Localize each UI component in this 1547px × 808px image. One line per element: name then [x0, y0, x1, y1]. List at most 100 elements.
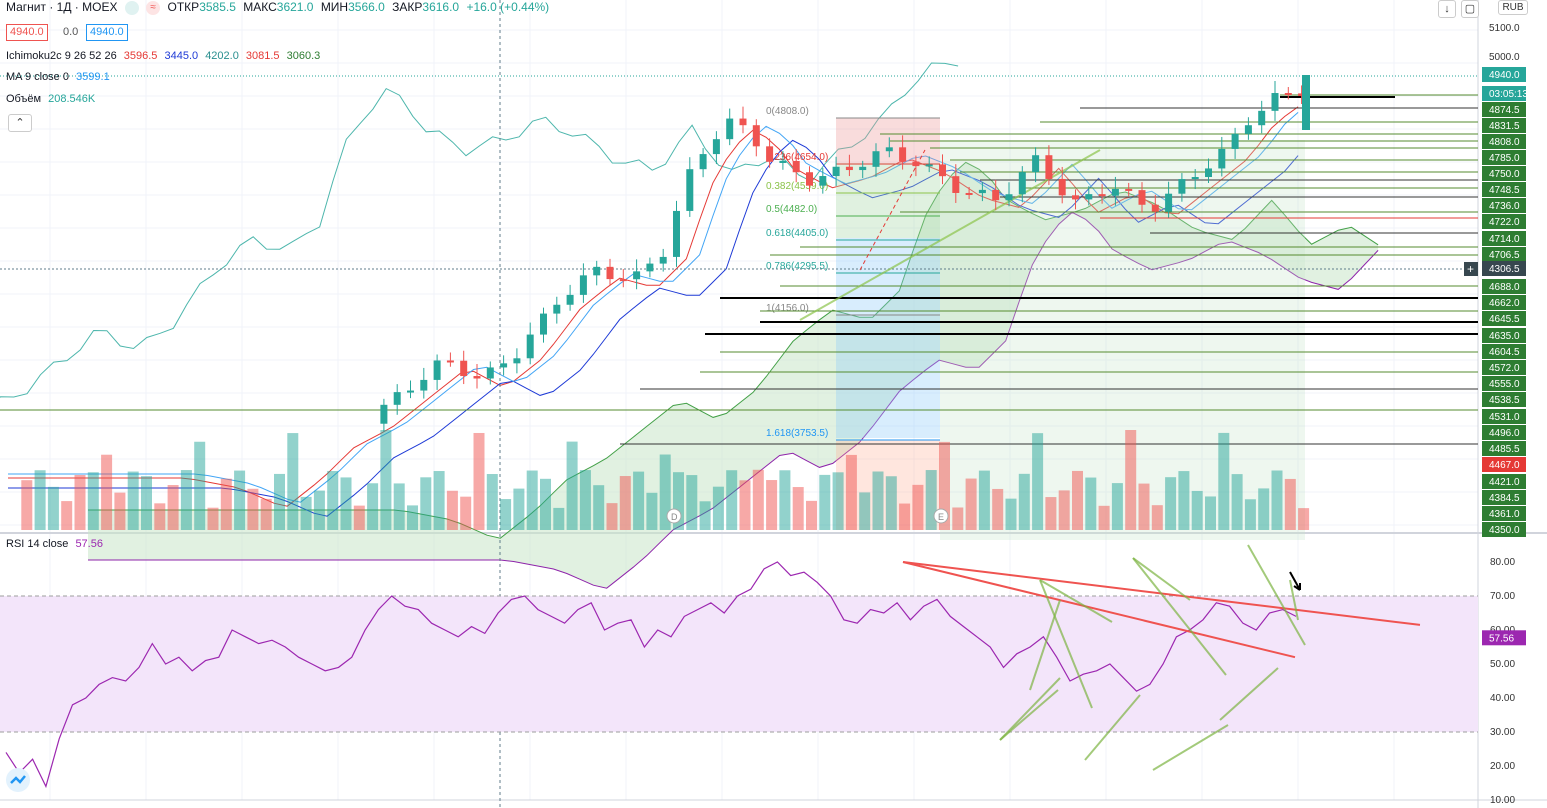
- candle-body: [540, 313, 547, 335]
- volume-bar: [47, 486, 59, 530]
- fib-level-label: 0.5(4482.0): [766, 204, 817, 215]
- rsi-value-tag: [1482, 630, 1526, 646]
- volume-bar: [526, 470, 538, 530]
- volume-bar: [234, 470, 246, 530]
- candle-body: [393, 392, 401, 405]
- candle-body: [1271, 93, 1279, 111]
- volume-bar: [380, 430, 392, 530]
- event-marker: [666, 508, 682, 524]
- candle-body: [513, 358, 521, 364]
- volume-bar: [353, 505, 365, 530]
- fib-level-label: 0.786(4295.5): [766, 261, 828, 272]
- candle-body: [420, 379, 428, 391]
- candle-body: [726, 118, 734, 140]
- rsi-axis-label: 70.00: [1490, 591, 1515, 602]
- price-axis-label: 4750.0: [1489, 169, 1520, 180]
- scroll-down-button[interactable]: ↓: [1438, 0, 1456, 18]
- price-axis-label: 4831.5: [1489, 121, 1520, 132]
- ohlc-close-value: 3616.0: [422, 0, 460, 14]
- price-axis-label: 4306.5: [1489, 264, 1520, 275]
- ichimoku-value-1: 3596.5: [123, 50, 158, 62]
- buy-price-box[interactable]: 4940.0: [86, 24, 128, 41]
- candle-body: [606, 266, 614, 280]
- price-axis-label: 4688.0: [1489, 282, 1520, 293]
- ichimoku-legend[interactable]: Ichimoku2c 9 26 52 26 3596.5 3445.0 4202…: [6, 50, 324, 62]
- volume-bar: [766, 480, 778, 530]
- collapse-legend-button[interactable]: ⌃: [8, 114, 32, 132]
- volume-bar: [87, 472, 99, 530]
- price-axis-tag: [1482, 328, 1526, 343]
- arrow-annotation: [1289, 571, 1301, 591]
- candle-body: [407, 390, 414, 393]
- volume-bar: [21, 480, 33, 530]
- volume-bar: [633, 471, 645, 530]
- currency-button[interactable]: RUB: [1498, 0, 1528, 15]
- candle-body: [433, 360, 441, 380]
- price-axis-tag: [1482, 231, 1526, 246]
- volume-bar: [407, 505, 418, 530]
- candle-body: [806, 172, 813, 186]
- volume-bar: [1072, 470, 1083, 530]
- volume-bar: [1138, 483, 1150, 530]
- price-axis-tag: [1482, 134, 1526, 149]
- candle-body: [899, 147, 907, 162]
- sell-price-box[interactable]: 4940.0: [6, 24, 48, 41]
- rsi-annotation-line: [1152, 724, 1229, 771]
- price-axis-tag: [1482, 214, 1526, 229]
- volume-legend[interactable]: Объём 208.546K: [6, 93, 99, 105]
- price-axis-label: 4874.5: [1489, 105, 1520, 116]
- volume-bar: [300, 496, 312, 530]
- volume-bar: [992, 488, 1004, 530]
- fib-level-label: 0.618(4405.0): [766, 228, 828, 239]
- volume-bar: [739, 480, 751, 530]
- volume-bar: [845, 454, 857, 530]
- volume-bar: [500, 499, 512, 530]
- ma-legend[interactable]: MA 9 close 0 3599.1: [6, 71, 114, 83]
- rsi-axis-label: 80.00: [1490, 557, 1515, 568]
- candles: [380, 75, 1310, 432]
- price-axis-label: 4496.0: [1489, 428, 1520, 439]
- candle-body: [1231, 133, 1239, 149]
- volume-bar: [101, 454, 113, 530]
- volume-bar: [646, 492, 658, 530]
- price-axis-label: 4361.0: [1489, 509, 1520, 520]
- volume-bar: [393, 483, 405, 530]
- price-axis-tag: [1482, 490, 1526, 505]
- rsi-legend[interactable]: RSI 14 close 57.56: [6, 538, 107, 550]
- volume-bar: [460, 496, 472, 530]
- ichimoku-label: Ichimoku2c 9 26 52 26: [6, 50, 117, 62]
- candle-body: [553, 304, 561, 314]
- spread-value: 0.0: [63, 26, 79, 38]
- wave-icon[interactable]: ≈: [146, 0, 161, 15]
- candle-body: [1085, 194, 1093, 200]
- rsi-trend-line: [902, 561, 1296, 659]
- price-axis-tag: [1482, 279, 1526, 294]
- price-axis-label: 4538.5: [1489, 395, 1520, 406]
- volume-label: Объём: [6, 93, 42, 105]
- volume-bar: [287, 433, 299, 530]
- price-axis-label: 4714.0: [1489, 234, 1520, 245]
- chart-legend-header: Магнит · 1Д · MOEX ≈ ОТКР3585.5 МАКС3621…: [6, 0, 553, 15]
- price-axis-tag: [1482, 150, 1526, 165]
- event-marker-label: D: [671, 512, 678, 522]
- ohlc-open-key: ОТКР: [167, 0, 200, 14]
- volume-bar: [260, 498, 272, 530]
- rsi-annotation-line: [1247, 544, 1306, 646]
- volume-bar: [832, 472, 844, 530]
- chevron-up-icon: ⌃: [15, 117, 25, 129]
- tradingview-logo[interactable]: [6, 768, 30, 792]
- volume-bar: [659, 454, 671, 530]
- candle-body: [1178, 179, 1186, 194]
- candle-body: [939, 164, 946, 177]
- volume-bar: [1098, 505, 1110, 530]
- price-axis-label: 4467.0: [1489, 460, 1520, 471]
- candle-body: [766, 146, 774, 162]
- restore-button[interactable]: ▢: [1461, 0, 1479, 18]
- candle-body: [952, 176, 960, 193]
- candle-body: [1284, 93, 1292, 96]
- rsi-axis-label: 50.00: [1490, 659, 1515, 670]
- price-axis-tag: [1482, 118, 1526, 133]
- candle-body: [779, 160, 787, 163]
- volume-bar: [1125, 430, 1137, 530]
